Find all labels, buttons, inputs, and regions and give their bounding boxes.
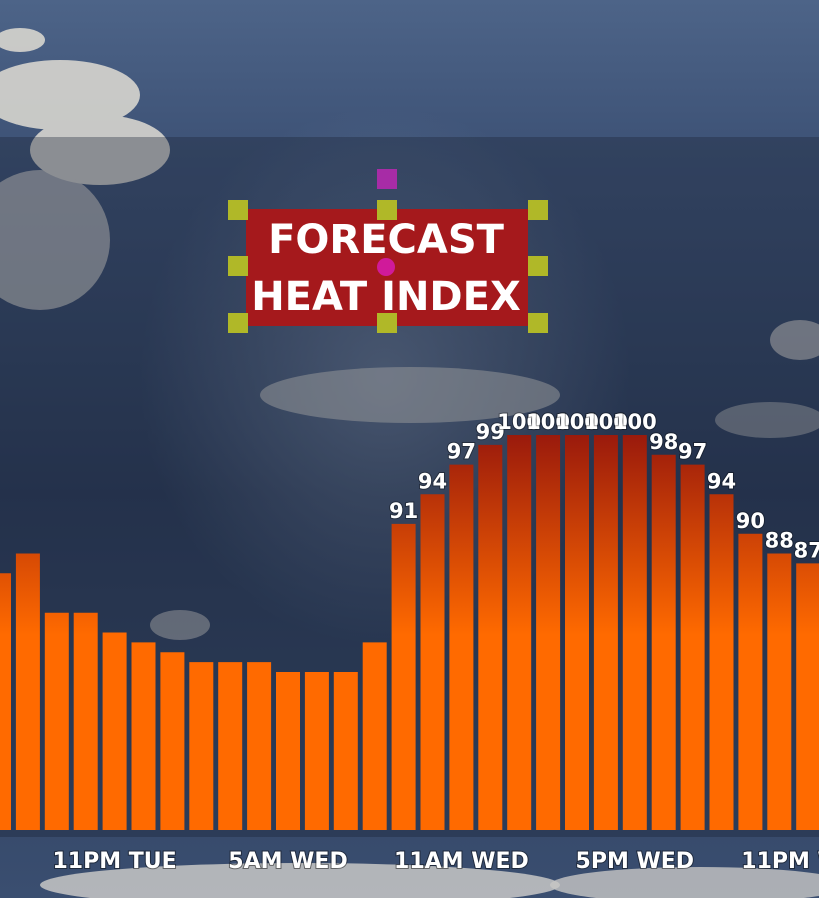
center-handle[interactable] [377,258,395,276]
bar [218,662,243,830]
bar [420,494,445,830]
bar [44,612,69,830]
x-tick-label: 11PM TUE [52,849,176,874]
bar [362,642,387,830]
value-label: 100 [497,410,541,434]
bar [160,652,185,830]
bar [304,672,329,830]
bar [449,464,474,830]
x-tick-label: 5AM WED [228,849,347,874]
bar [507,435,532,830]
chart-title-line: HEAT INDEX [251,274,521,320]
value-label: 100 [613,410,657,434]
chart-title-line: FORECAST [268,217,505,263]
value-label: 100 [555,410,599,434]
bar [478,444,503,830]
bar [536,435,561,830]
value-label: 87 [794,538,819,562]
bar [102,632,127,830]
value-label: 91 [389,499,418,523]
bar [73,612,98,830]
value-label: 100 [526,410,570,434]
bar [565,435,589,830]
bar [593,435,618,830]
value-label: 100 [584,410,628,434]
bar [709,494,734,830]
value-label: 97 [447,440,476,464]
value-label: 90 [736,509,765,533]
bar [651,454,676,830]
value-label: 98 [649,430,678,454]
rotate-handle[interactable] [377,169,397,189]
bar [189,662,214,830]
value-label: 99 [476,420,505,444]
value-label: 88 [765,529,794,553]
selection-handles[interactable] [228,200,548,333]
bar [247,662,272,830]
value-label: 94 [707,469,736,493]
x-tick-label: 5PM WED [576,849,695,874]
x-tick-label: 11PM WED [741,849,819,874]
bar [796,563,819,830]
bar [622,435,647,830]
bars [0,435,819,830]
bar [680,464,705,830]
bar [276,672,300,830]
bar [738,533,763,830]
bar [131,642,156,830]
clouds [0,28,819,898]
bar [391,523,416,830]
bar [767,553,792,830]
bar [15,553,40,830]
value-label: 94 [418,469,447,493]
bar [333,672,358,830]
x-tick-label: 11AM WED [394,849,529,874]
value-label: 97 [678,440,707,464]
bar [0,573,11,830]
title-box[interactable]: FORECAST HEAT INDEX [228,169,548,333]
